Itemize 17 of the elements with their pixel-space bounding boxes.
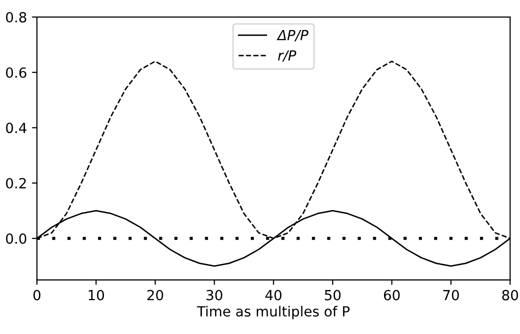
x-tick-label: 30 [206,290,222,300]
y-tick-label: 0.2 [6,178,26,189]
x-tick-label: 20 [147,290,164,300]
x-tick-label: 70 [443,290,459,300]
y-tick-label: 0.0 [6,233,26,244]
x-axis-title: Time as multiples of P [196,306,350,320]
x-tick-label: 0 [33,290,40,300]
x-tick-label: 40 [265,290,282,300]
legend-label: r/P [278,50,296,62]
legend-label: ΔP/P [276,30,308,42]
x-tick-label: 80 [502,290,518,300]
y-tick-label: 0.6 [6,67,26,78]
y-tick-label: 0.8 [6,12,26,23]
y-tick-label: 0.4 [6,122,26,134]
x-tick-label: 50 [324,290,341,300]
x-tick-label: 60 [384,290,400,300]
x-tick-label: 10 [88,290,104,300]
